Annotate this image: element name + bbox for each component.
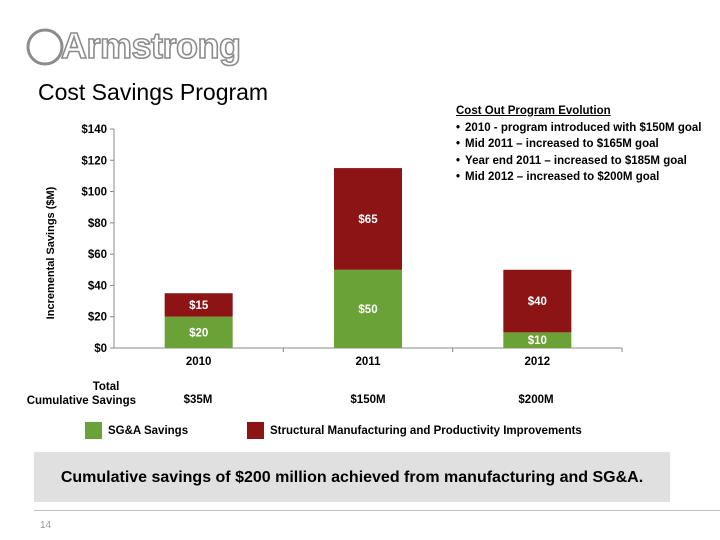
x-tick-label: 2011 — [356, 356, 382, 368]
totals-label: Total Cumulative Savings — [22, 380, 136, 408]
data-label: $65 — [358, 214, 378, 226]
legend-structural-swatch — [247, 422, 264, 439]
y-tick-label: $120 — [81, 155, 107, 167]
totals-label-line2: Cumulative Savings — [26, 395, 136, 407]
total-value-2012: $200M — [518, 394, 554, 406]
x-tick-label: 2012 — [525, 356, 551, 368]
summary-banner: Cumulative savings of $200 million achie… — [34, 452, 670, 502]
page-title: Cost Savings Program — [38, 79, 269, 105]
bar-sga-2011 — [334, 269, 402, 348]
bar-structural-2011 — [334, 168, 402, 270]
legend-structural-label: Structural Manufacturing and Productivit… — [270, 424, 582, 437]
legend-sga-label: SG&A Savings — [108, 424, 189, 437]
total-value-2010: $35M — [183, 394, 213, 406]
y-tick-label: $0 — [94, 343, 107, 355]
y-tick-label: $40 — [88, 280, 107, 292]
bar-sga-2012 — [503, 332, 572, 348]
logo-text: Armstrong — [60, 24, 242, 67]
notes-item: Year end 2011 – increased to $185M goal — [456, 153, 701, 170]
total-value-2011: $150M — [350, 394, 386, 406]
notes-item: 2010 - program introduced with $150M goa… — [456, 120, 701, 137]
data-label: $15 — [189, 300, 209, 312]
data-label: $40 — [528, 296, 547, 308]
notes-list: 2010 - program introduced with $150M goa… — [456, 120, 701, 186]
data-label: $10 — [528, 335, 547, 347]
armstrong-logo: Armstrong — [25, 24, 242, 69]
bar-sga-2010 — [164, 316, 233, 348]
x-tick-label: 2010 — [186, 356, 212, 368]
data-label: $50 — [358, 304, 377, 316]
bar-structural-2010 — [164, 293, 233, 317]
y-tick-label: $100 — [81, 187, 107, 199]
notes-heading: Cost Out Program Evolution — [456, 105, 611, 117]
notes-item: Mid 2011 – increased to $165M goal — [456, 136, 701, 153]
y-tick-label: $20 — [88, 312, 107, 324]
program-evolution-notes: Cost Out Program Evolution 2010 - progra… — [456, 103, 701, 186]
page-number: 14 — [40, 520, 52, 531]
totals-label-line1: Total — [92, 381, 120, 393]
footer-divider — [34, 510, 720, 511]
notes-item: Mid 2012 – increased to $200M goal — [456, 169, 701, 186]
legend-sga-swatch — [85, 422, 102, 439]
y-tick-label: $80 — [88, 218, 107, 230]
y-tick-label: $140 — [81, 124, 107, 136]
bar-structural-2012 — [503, 269, 572, 333]
data-label: $20 — [189, 327, 208, 339]
legend-sga: SG&A Savings — [85, 422, 188, 439]
y-tick-label: $60 — [88, 249, 107, 261]
logo-ring-icon — [26, 28, 64, 66]
legend-structural: Structural Manufacturing and Productivit… — [247, 422, 582, 439]
